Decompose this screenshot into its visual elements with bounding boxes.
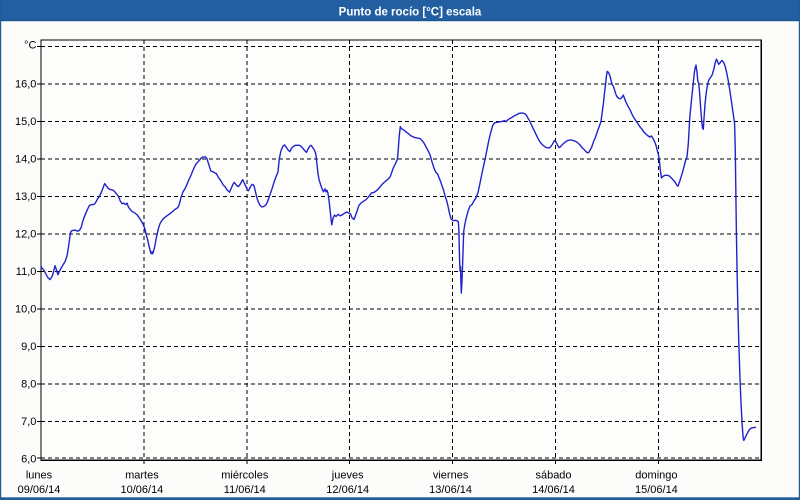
svg-text:domingo: domingo	[635, 470, 677, 482]
svg-text:14,0: 14,0	[15, 154, 36, 166]
svg-text:13,0: 13,0	[15, 191, 36, 203]
svg-text:miércoles: miércoles	[221, 470, 269, 482]
svg-text:°C: °C	[24, 40, 36, 52]
svg-text:9,0: 9,0	[21, 341, 36, 353]
svg-text:sábado: sábado	[535, 470, 571, 482]
svg-text:13/06/14: 13/06/14	[429, 484, 472, 496]
svg-text:12/06/14: 12/06/14	[326, 484, 369, 496]
svg-text:15/06/14: 15/06/14	[635, 484, 678, 496]
svg-text:16,0: 16,0	[15, 79, 36, 91]
svg-text:6,0: 6,0	[21, 454, 36, 466]
svg-text:Punto de rocío [°C] escala: Punto de rocío [°C] escala	[339, 7, 482, 19]
svg-text:10,0: 10,0	[15, 304, 36, 316]
svg-text:14/06/14: 14/06/14	[532, 484, 575, 496]
svg-text:viernes: viernes	[433, 470, 469, 482]
svg-text:12,0: 12,0	[15, 229, 36, 241]
svg-text:8,0: 8,0	[21, 379, 36, 391]
svg-text:11/06/14: 11/06/14	[224, 484, 266, 496]
svg-text:11,0: 11,0	[16, 266, 37, 278]
svg-text:09/06/14: 09/06/14	[18, 484, 61, 496]
svg-text:martes: martes	[125, 470, 159, 482]
svg-text:jueves: jueves	[331, 470, 364, 482]
svg-text:7,0: 7,0	[21, 416, 36, 428]
svg-text:lunes: lunes	[26, 470, 53, 482]
svg-text:15,0: 15,0	[15, 116, 36, 128]
svg-text:10/06/14: 10/06/14	[120, 484, 163, 496]
